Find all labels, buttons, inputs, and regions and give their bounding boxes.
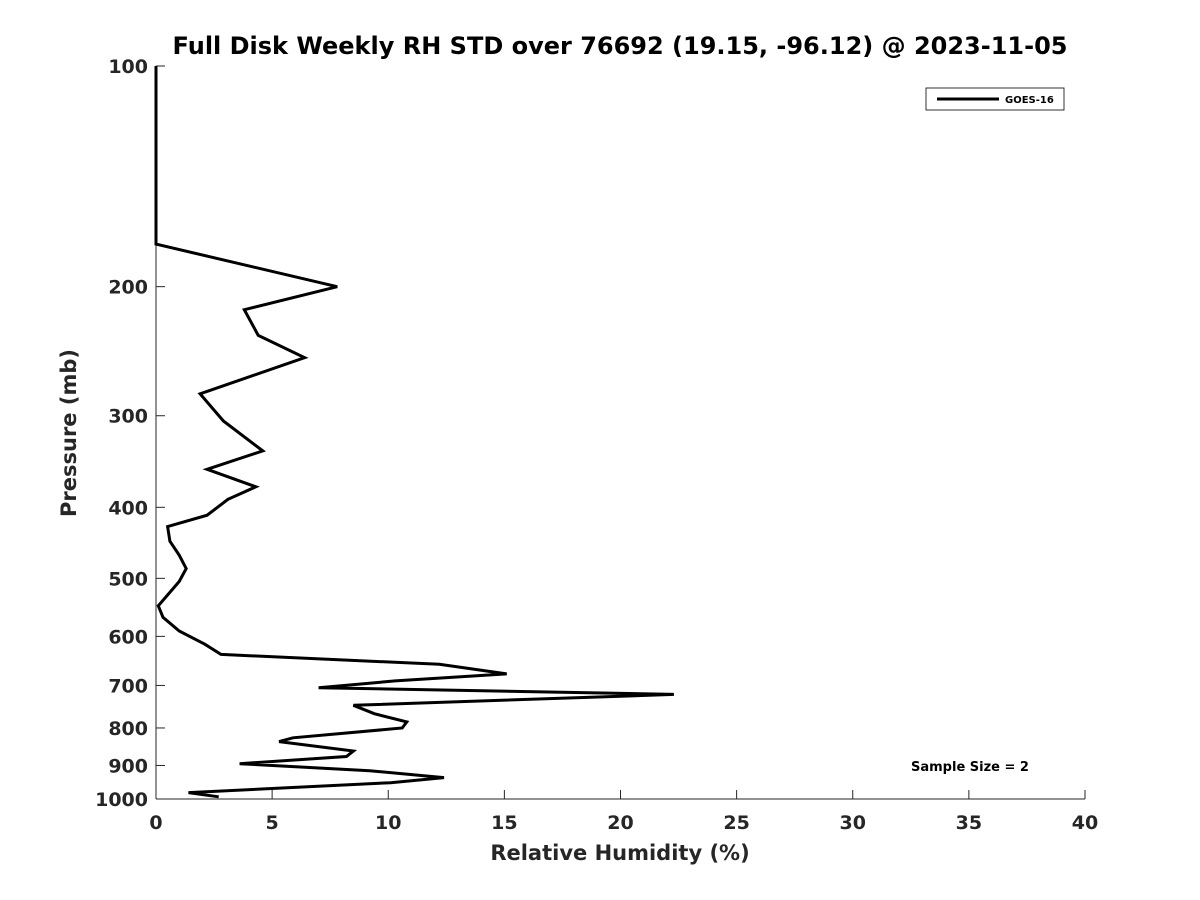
x-tick-label: 10 xyxy=(375,812,401,834)
x-tick-label: 5 xyxy=(266,812,279,834)
x-axis-label: Relative Humidity (%) xyxy=(490,841,749,865)
x-tick-label: 35 xyxy=(956,812,982,834)
y-tick-label: 900 xyxy=(108,755,148,777)
y-tick-label: 800 xyxy=(108,718,148,740)
x-axis-ticks: 0 5 10 15 20 25 30 35 40 xyxy=(149,790,1098,834)
x-tick-label: 0 xyxy=(149,812,162,834)
y-tick-label: 600 xyxy=(108,626,148,648)
x-tick-label: 25 xyxy=(723,812,749,834)
y-tick-label: 500 xyxy=(108,568,148,590)
sample-size-annotation: Sample Size = 2 xyxy=(911,760,1029,775)
series-layer xyxy=(154,66,674,799)
y-tick-label: 300 xyxy=(108,406,148,428)
legend: GOES-16 xyxy=(925,87,1065,111)
x-tick-label: 15 xyxy=(491,812,517,834)
x-tick-label: 30 xyxy=(840,812,866,834)
plot-axes xyxy=(155,66,1085,800)
series-line-goes-16 xyxy=(154,66,674,799)
chart-title: Full Disk Weekly RH STD over 76692 (19.1… xyxy=(173,32,1068,60)
x-tick-label: 20 xyxy=(607,812,633,834)
y-axis-ticks: 100 200 300 400 500 600 700 800 900 1000 xyxy=(95,56,165,811)
y-tick-label: 200 xyxy=(108,277,148,299)
y-axis-label: Pressure (mb) xyxy=(57,349,81,517)
y-tick-label: 700 xyxy=(108,675,148,697)
y-tick-label: 400 xyxy=(108,497,148,519)
x-tick-label: 40 xyxy=(1072,812,1098,834)
y-tick-label: 100 xyxy=(108,56,148,78)
y-tick-label: 1000 xyxy=(95,789,148,811)
legend-label-goes-16: GOES-16 xyxy=(1005,95,1054,106)
